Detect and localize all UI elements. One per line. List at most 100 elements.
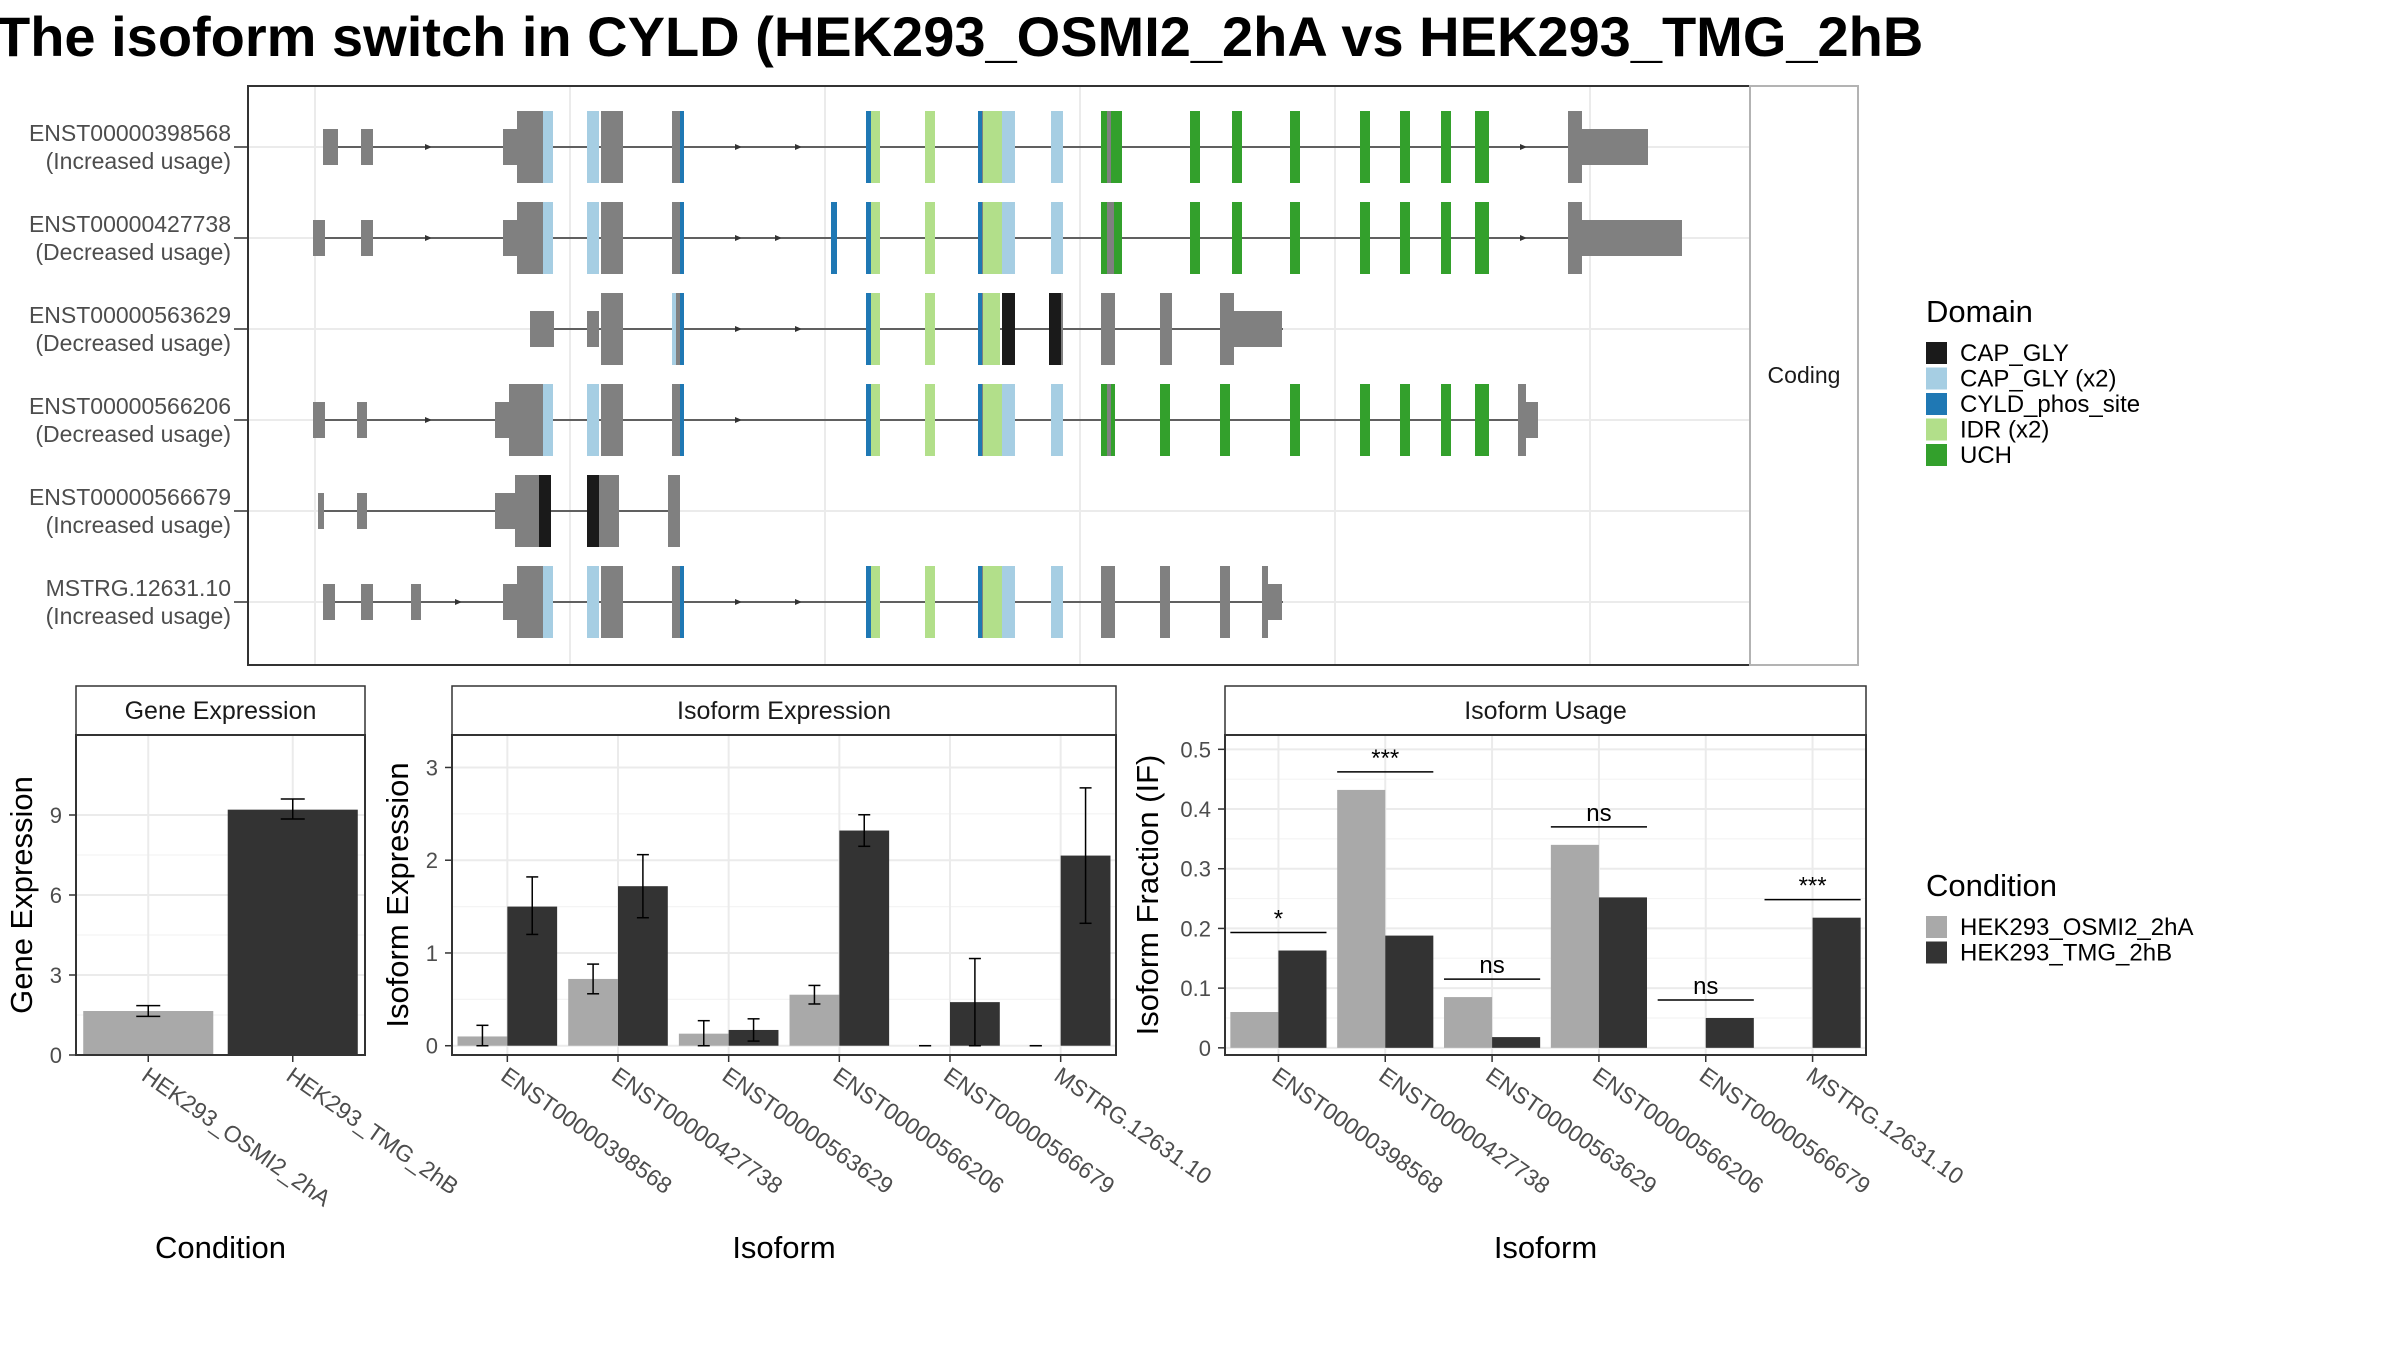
- error-bar: [968, 957, 981, 1047]
- transcript-usage-label: (Decreased usage): [35, 421, 231, 447]
- strand-arrow: [735, 326, 742, 332]
- y-tick-label: 0: [1199, 1036, 1211, 1061]
- y-tick-label: 0.3: [1180, 857, 1211, 882]
- exon: [517, 202, 543, 274]
- plot-border: [75, 734, 366, 1056]
- domain-segment: [925, 566, 935, 638]
- transcript-id-label: ENST00000398568: [29, 120, 231, 146]
- x-axis-title: Condition: [155, 1230, 286, 1265]
- strand-arrow: [795, 144, 802, 150]
- domain-segment: [1002, 293, 1015, 365]
- exon: [672, 293, 682, 365]
- exon: [357, 493, 367, 529]
- domain-segment: [1441, 111, 1451, 183]
- domain-segment: [1232, 111, 1242, 183]
- strand-arrow: [775, 235, 782, 241]
- domain-legend-label: CYLD_phos_site: [1960, 391, 2140, 418]
- figure-title: The isoform switch in CYLD (HEK293_OSMI2…: [0, 5, 1923, 68]
- significance-marker: ns: [1657, 973, 1754, 1001]
- y-axis-title: Isoform Expression: [380, 762, 415, 1027]
- strand-arrow: [735, 417, 742, 423]
- transcript-id-label: ENST00000566206: [29, 393, 231, 419]
- y-tick-label: 9: [50, 803, 62, 828]
- y-tick-label: 1: [426, 941, 438, 966]
- strand-arrow: [455, 599, 462, 605]
- exon: [313, 402, 325, 438]
- domain-segment: [1002, 566, 1015, 638]
- domain-segment: [1441, 202, 1451, 274]
- strand-arrow: [735, 599, 742, 605]
- exon: [503, 129, 517, 165]
- isoform-usage-chart: Isoform Usage 0 0.1 0.2 0.3 0.4 0.5 * ENST000003…: [1130, 685, 1968, 1265]
- x-tick-label: ENST00000566206: [1588, 1062, 1768, 1199]
- domain-segment: [1114, 111, 1122, 183]
- y-tick-label: 6: [50, 883, 62, 908]
- strand-arrow: [795, 599, 802, 605]
- chart-title: Isoform Usage: [1464, 697, 1627, 725]
- y-tick-label: 3: [50, 963, 62, 988]
- exon: [411, 584, 421, 620]
- transcript-row: MSTRG.12631.10(Increased usage): [46, 566, 1283, 638]
- facet-strip-label: Coding: [1768, 362, 1841, 388]
- domain-segment: [1002, 202, 1015, 274]
- transcript-structure-panel: ENST00000398568(Increased usage) ENST0000…: [29, 85, 1859, 666]
- domain-legend-key: [1926, 444, 1947, 466]
- domain-segment: [1360, 111, 1370, 183]
- x-tick-label: ENST00000566679: [1695, 1062, 1875, 1199]
- strand-arrow: [795, 326, 802, 332]
- bar: [1337, 789, 1386, 1048]
- domain-segment: [672, 293, 676, 365]
- exon: [1526, 402, 1538, 438]
- domain-segment: [1051, 384, 1063, 456]
- domain-segment: [1475, 384, 1489, 456]
- exon: [1160, 566, 1170, 638]
- exon: [1268, 584, 1282, 620]
- condition-legend-label: HEK293_TMG_2hB: [1960, 940, 2172, 967]
- exon: [530, 311, 554, 347]
- exon: [672, 202, 682, 274]
- domain-segment: [680, 384, 684, 456]
- exon: [601, 111, 623, 183]
- significance-marker: ***: [1337, 745, 1434, 773]
- svg-text:***: ***: [1371, 745, 1399, 772]
- transcript-usage-label: (Increased usage): [46, 148, 231, 174]
- error-bar: [697, 1019, 710, 1047]
- transcript-row: ENST00000566206(Decreased usage): [29, 384, 1538, 456]
- exon: [1220, 293, 1234, 365]
- strand-arrow: [735, 144, 742, 150]
- transcript-id-label: ENST00000563629: [29, 302, 231, 328]
- domain-segment: [831, 202, 837, 274]
- exon: [323, 584, 335, 620]
- exon: [509, 384, 543, 456]
- exon: [1582, 129, 1648, 165]
- exon: [1568, 202, 1582, 274]
- domain-segment: [978, 111, 982, 183]
- domain-segment: [983, 566, 1003, 638]
- bar: [227, 809, 358, 1055]
- domain-segment: [983, 202, 1003, 274]
- error-bar: [476, 1024, 489, 1047]
- domain-segment: [866, 293, 871, 365]
- domain-segment: [1051, 566, 1063, 638]
- exon: [601, 384, 623, 456]
- strand-arrow: [425, 417, 432, 423]
- svg-text:***: ***: [1799, 873, 1827, 900]
- strand-arrow: [425, 144, 432, 150]
- domain-segment: [1400, 202, 1410, 274]
- transcript-row: ENST00000563629(Decreased usage): [29, 293, 1283, 365]
- y-tick-label: 0.2: [1180, 916, 1211, 941]
- exon: [495, 402, 509, 438]
- domain-legend-title: Domain: [1926, 294, 2033, 329]
- domain-segment: [983, 384, 1003, 456]
- domain-segment: [1160, 384, 1170, 456]
- x-tick-label: ENST00000398568: [1268, 1062, 1448, 1199]
- domain-segment: [1051, 202, 1063, 274]
- exon: [517, 111, 543, 183]
- domain-segment: [1441, 384, 1451, 456]
- condition-legend-key: [1926, 941, 1947, 964]
- domain-segment: [925, 384, 935, 456]
- domain-segment: [1101, 202, 1107, 274]
- domain-segment: [1002, 111, 1015, 183]
- domain-segment: [587, 111, 599, 183]
